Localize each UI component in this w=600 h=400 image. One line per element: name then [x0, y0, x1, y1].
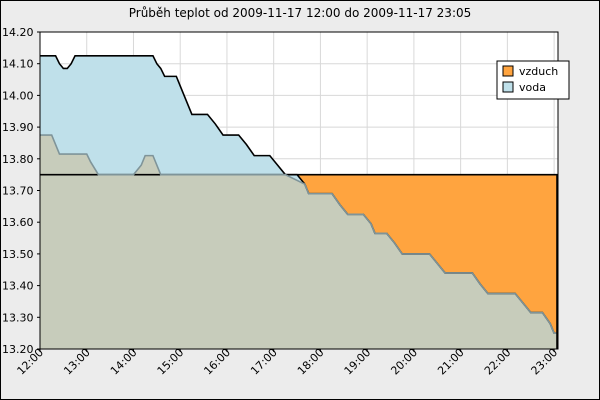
y-tick-label: 13.80: [2, 153, 34, 166]
legend-label-voda: voda: [519, 81, 546, 94]
x-tick-label: 13:00: [61, 346, 93, 378]
x-tick-label: 17:00: [248, 346, 280, 378]
x-tick-label: 14:00: [108, 346, 140, 378]
y-axis-ticks: 13.20 13.30 13.40 13.50 13.60 13.70 13.80 13.90…: [2, 26, 40, 356]
legend-label-vzduch: vzduch: [519, 65, 558, 78]
y-tick-label: 14.10: [2, 58, 34, 71]
chart-title: Průběh teplot od 2009-11-17 12:00 do 200…: [128, 6, 472, 20]
series-area-series-2: [40, 135, 558, 349]
y-tick-label: 13.30: [2, 311, 34, 324]
x-tick-label: 19:00: [342, 346, 374, 378]
legend-swatch-voda: [502, 81, 514, 93]
y-tick-label: 13.40: [2, 280, 34, 293]
legend: vzduch voda: [496, 60, 570, 100]
y-tick-label: 14.20: [2, 26, 34, 39]
y-tick-label: 13.60: [2, 216, 34, 229]
x-tick-label: 21:00: [435, 346, 467, 378]
y-tick-label: 13.70: [2, 185, 34, 198]
x-tick-label: 20:00: [388, 346, 420, 378]
y-tick-label: 13.90: [2, 121, 34, 134]
y-tick-label: 13.50: [2, 248, 34, 261]
data-areas: [40, 54, 558, 350]
legend-swatch-vzduch: [502, 65, 514, 77]
y-tick-label: 13.20: [2, 343, 34, 356]
x-tick-label: 16:00: [201, 346, 233, 378]
series-line-series-2: [40, 134, 558, 334]
x-tick-label: 22:00: [482, 346, 514, 378]
y-tick-label: 14.00: [2, 89, 34, 102]
x-tick-label: 15:00: [155, 346, 187, 378]
x-axis-ticks: 12:00 13:00 14:00 15:00 16:00 17:00 18:00 19:00…: [15, 346, 561, 378]
x-tick-label: 18:00: [295, 346, 327, 378]
x-tick-label: 23:00: [529, 346, 561, 378]
